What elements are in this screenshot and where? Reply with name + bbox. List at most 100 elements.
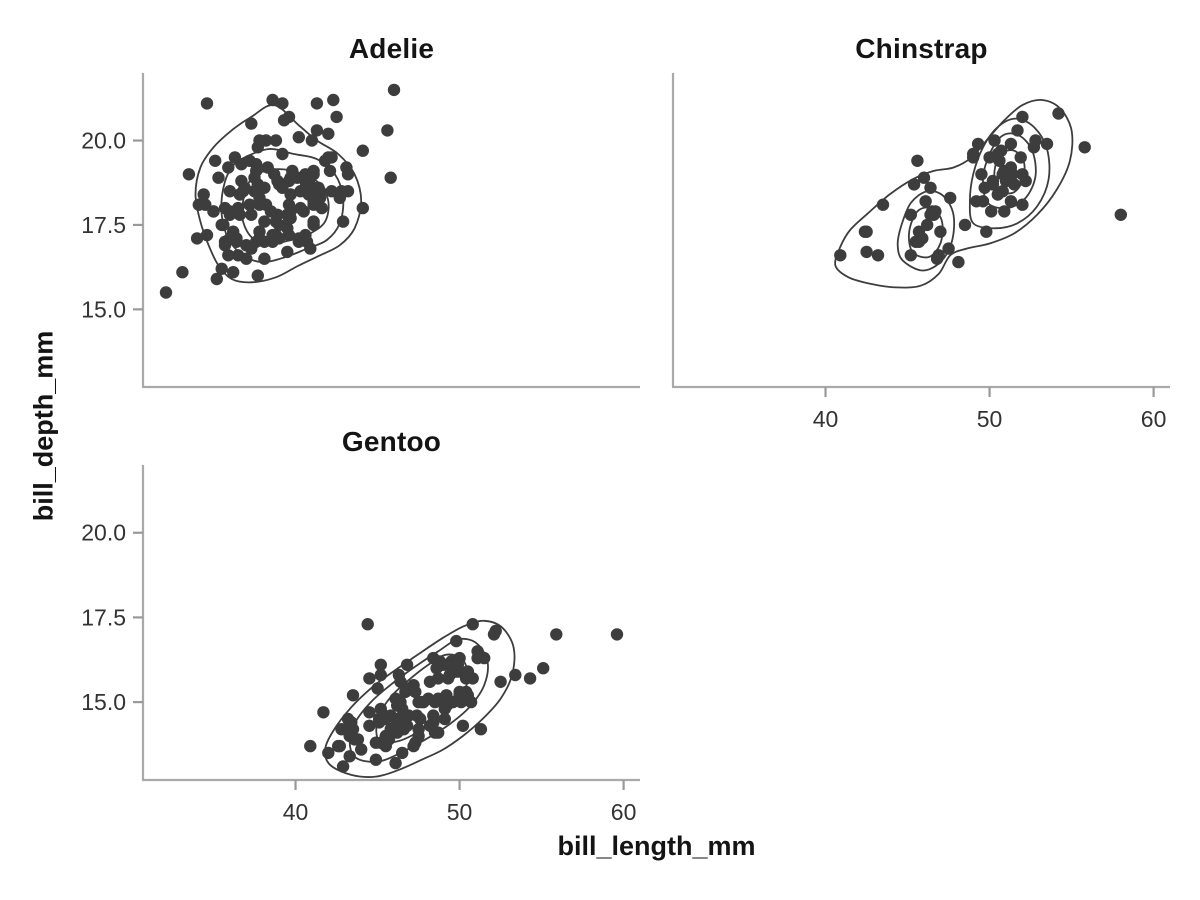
data-point [317,706,330,719]
data-point [391,726,404,739]
data-point [222,161,235,174]
data-point [402,709,415,722]
data-point [284,205,297,218]
data-point [297,205,310,218]
data-point [325,185,338,198]
density-contour [982,132,1037,210]
data-point [264,205,278,218]
data-point [223,208,237,221]
data-point [911,154,924,167]
data-point [222,249,235,262]
data-point [1078,141,1091,154]
density-contour [968,117,1051,230]
data-point [459,672,473,685]
data-point [1004,137,1018,151]
data-point [327,93,340,107]
data-point [209,154,222,167]
data-point [292,131,305,144]
data-point [407,679,420,692]
y-tick-label: 15.0 [81,296,126,322]
data-point [363,719,376,732]
data-point [967,147,980,161]
facet-panel-gentoo: 15.0 17.5 20.0 40 50 60 [81,465,640,825]
x-tick-label: 60 [611,799,637,825]
x-tick-label: 40 [283,799,309,825]
data-point [391,716,404,729]
data-point [300,235,314,248]
data-point [400,658,414,671]
data-point [1052,107,1065,120]
data-point [374,658,387,671]
density-contour [375,653,469,744]
density-contour [993,149,1026,195]
data-point [333,739,346,753]
y-tick-label: 15.0 [81,689,126,715]
data-point [227,266,240,279]
data-point [212,171,225,184]
data-point [369,753,383,766]
data-point [860,225,873,238]
data-point [355,743,368,756]
data-point [330,110,343,124]
data-point [1006,168,1019,181]
y-tick-label: 20.0 [81,128,126,154]
data-point [356,201,369,215]
data-point [159,286,173,299]
data-point [335,723,348,736]
data-point [363,672,376,685]
data-point [450,634,463,648]
data-point [451,658,465,671]
data-point [228,151,242,164]
data-point [266,93,279,107]
facet-title-gentoo: Gentoo [341,426,442,457]
data-point [958,218,972,232]
x-axis-label: bill_length_mm [557,831,756,861]
data-point [456,719,470,732]
data-point [461,689,474,702]
data-point [282,228,296,242]
data-point [176,266,189,279]
y-tick-label: 17.5 [81,212,126,238]
data-point [361,618,374,631]
density-contour [324,619,516,778]
data-point [952,255,965,269]
data-point [245,117,258,130]
data-point [400,719,414,732]
data-point [340,161,353,174]
data-point [336,760,350,773]
data-point [325,151,338,164]
data-point [197,188,210,201]
data-point [253,198,266,211]
data-point [384,171,397,184]
data-point [284,171,297,184]
data-point [190,232,204,245]
density-contour [834,99,1074,289]
data-point [253,225,266,238]
data-point [537,662,550,675]
density-contour [194,104,363,284]
data-point [200,97,214,110]
data-point [912,225,926,238]
data-point [259,134,273,147]
data-point [269,215,283,228]
data-point [245,242,258,255]
data-point [996,185,1009,198]
data-point [276,181,289,194]
data-point [1004,195,1018,208]
data-point [934,225,947,238]
density-contour [241,168,330,245]
y-axis-label: bill_depth_mm [28,330,59,522]
y-tick-label: 17.5 [81,604,126,630]
data-point [363,706,376,719]
data-point [1008,178,1021,191]
data-point [394,695,407,709]
data-point [269,134,283,147]
density-contour [896,190,956,272]
data-point [307,218,320,232]
data-point [994,144,1008,157]
data-point [258,215,271,228]
data-point [258,252,271,265]
data-point [423,675,437,688]
data-point [341,185,355,198]
